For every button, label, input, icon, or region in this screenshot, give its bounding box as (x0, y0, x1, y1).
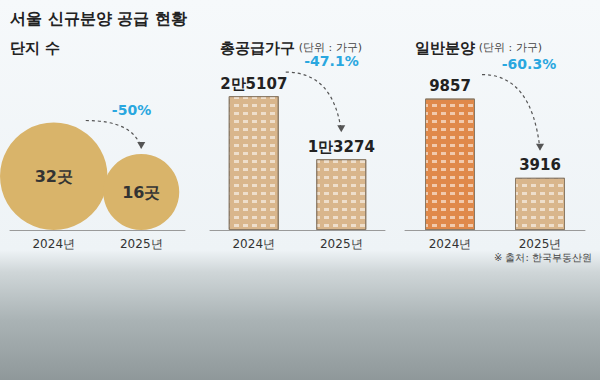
svg-text:2024년: 2024년 (232, 237, 275, 251)
svg-text:단지 수: 단지 수 (10, 39, 60, 57)
svg-text:-47.1%: -47.1% (304, 53, 358, 69)
svg-text:일반분양: 일반분양 (415, 39, 475, 57)
svg-text:※ 출처: 한국부동산원: ※ 출처: 한국부동산원 (494, 252, 592, 263)
svg-text:16곳: 16곳 (122, 183, 160, 202)
svg-text:2025년: 2025년 (320, 237, 363, 251)
svg-text:9857: 9857 (429, 77, 471, 95)
svg-text:-50%: -50% (112, 102, 151, 118)
svg-text:2024년: 2024년 (32, 237, 75, 251)
svg-text:-60.3%: -60.3% (502, 56, 556, 72)
svg-text:3916: 3916 (519, 156, 561, 174)
svg-text:2만5107: 2만5107 (220, 75, 287, 93)
svg-text:2025년: 2025년 (519, 237, 562, 251)
svg-text:(단위 : 가구): (단위 : 가구) (299, 41, 362, 54)
svg-text:2024년: 2024년 (429, 237, 472, 251)
svg-text:서울 신규분양 공급 현황: 서울 신규분양 공급 현황 (10, 9, 187, 28)
svg-text:2025년: 2025년 (120, 237, 163, 251)
svg-text:1만3274: 1만3274 (308, 138, 375, 156)
svg-text:총공급가구: 총공급가구 (220, 39, 295, 57)
svg-text:32곳: 32곳 (35, 167, 73, 186)
svg-text:(단위 : 가구): (단위 : 가구) (479, 41, 542, 54)
